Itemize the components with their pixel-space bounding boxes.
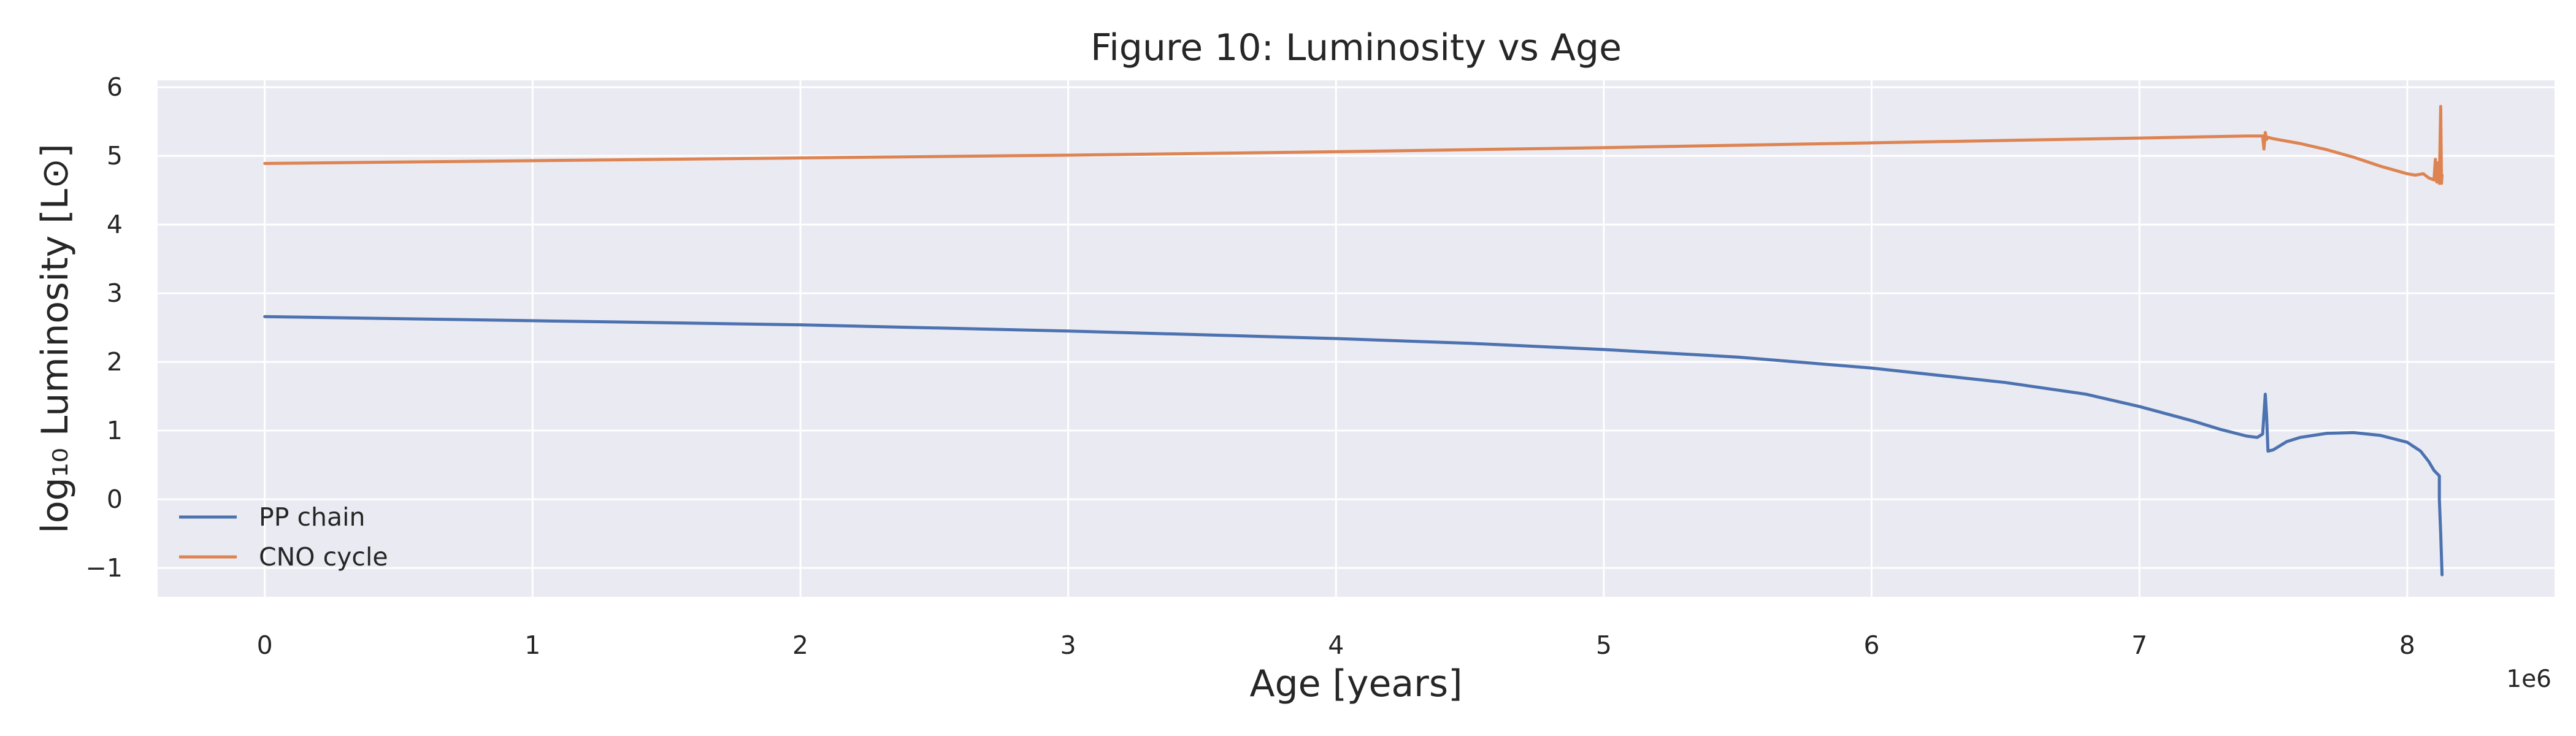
x-tick-label: 8	[2399, 631, 2415, 660]
legend: PP chain CNO cycle	[179, 502, 388, 572]
y-tick-label: 5	[107, 141, 123, 171]
legend-label-cno-cycle: CNO cycle	[259, 542, 388, 572]
x-axis-label: Age [years]	[1249, 662, 1462, 705]
x-tick-labels: 0 1 2 3 4 5 6 7 8	[257, 631, 2415, 660]
y-tick-labels: −1 0 1 2 3 4 5 6	[86, 72, 123, 583]
x-tick-label: 5	[1596, 631, 1612, 660]
y-tick-label: 0	[107, 485, 123, 514]
y-tick-label: 3	[107, 278, 123, 308]
x-tick-label: 6	[1864, 631, 1880, 660]
series-line-pp-chain	[263, 315, 2444, 577]
x-tick-label: 3	[1060, 631, 1076, 660]
x-tick-label: 4	[1328, 631, 1344, 660]
y-tick-label: 1	[107, 416, 123, 445]
y-tick-label: 4	[107, 210, 123, 239]
series-line-cno-cycle	[263, 105, 2444, 185]
chart-title: Figure 10: Luminosity vs Age	[1091, 26, 1622, 69]
x-tick-label: 0	[257, 631, 273, 660]
x-axis-offset-label: 1e6	[2506, 665, 2551, 693]
legend-label-pp-chain: PP chain	[259, 502, 366, 532]
y-tick-label: 6	[107, 72, 123, 102]
x-gridlines	[264, 80, 2409, 597]
x-tick-label: 2	[792, 631, 808, 660]
y-axis-label: log₁₀ Luminosity [L⊙]	[34, 144, 77, 533]
y-tick-label: −1	[86, 553, 123, 583]
x-tick-label: 1	[524, 631, 540, 660]
series-lines	[263, 105, 2444, 577]
y-gridlines	[158, 86, 2555, 569]
y-tick-label: 2	[107, 347, 123, 377]
x-tick-label: 7	[2131, 631, 2147, 660]
